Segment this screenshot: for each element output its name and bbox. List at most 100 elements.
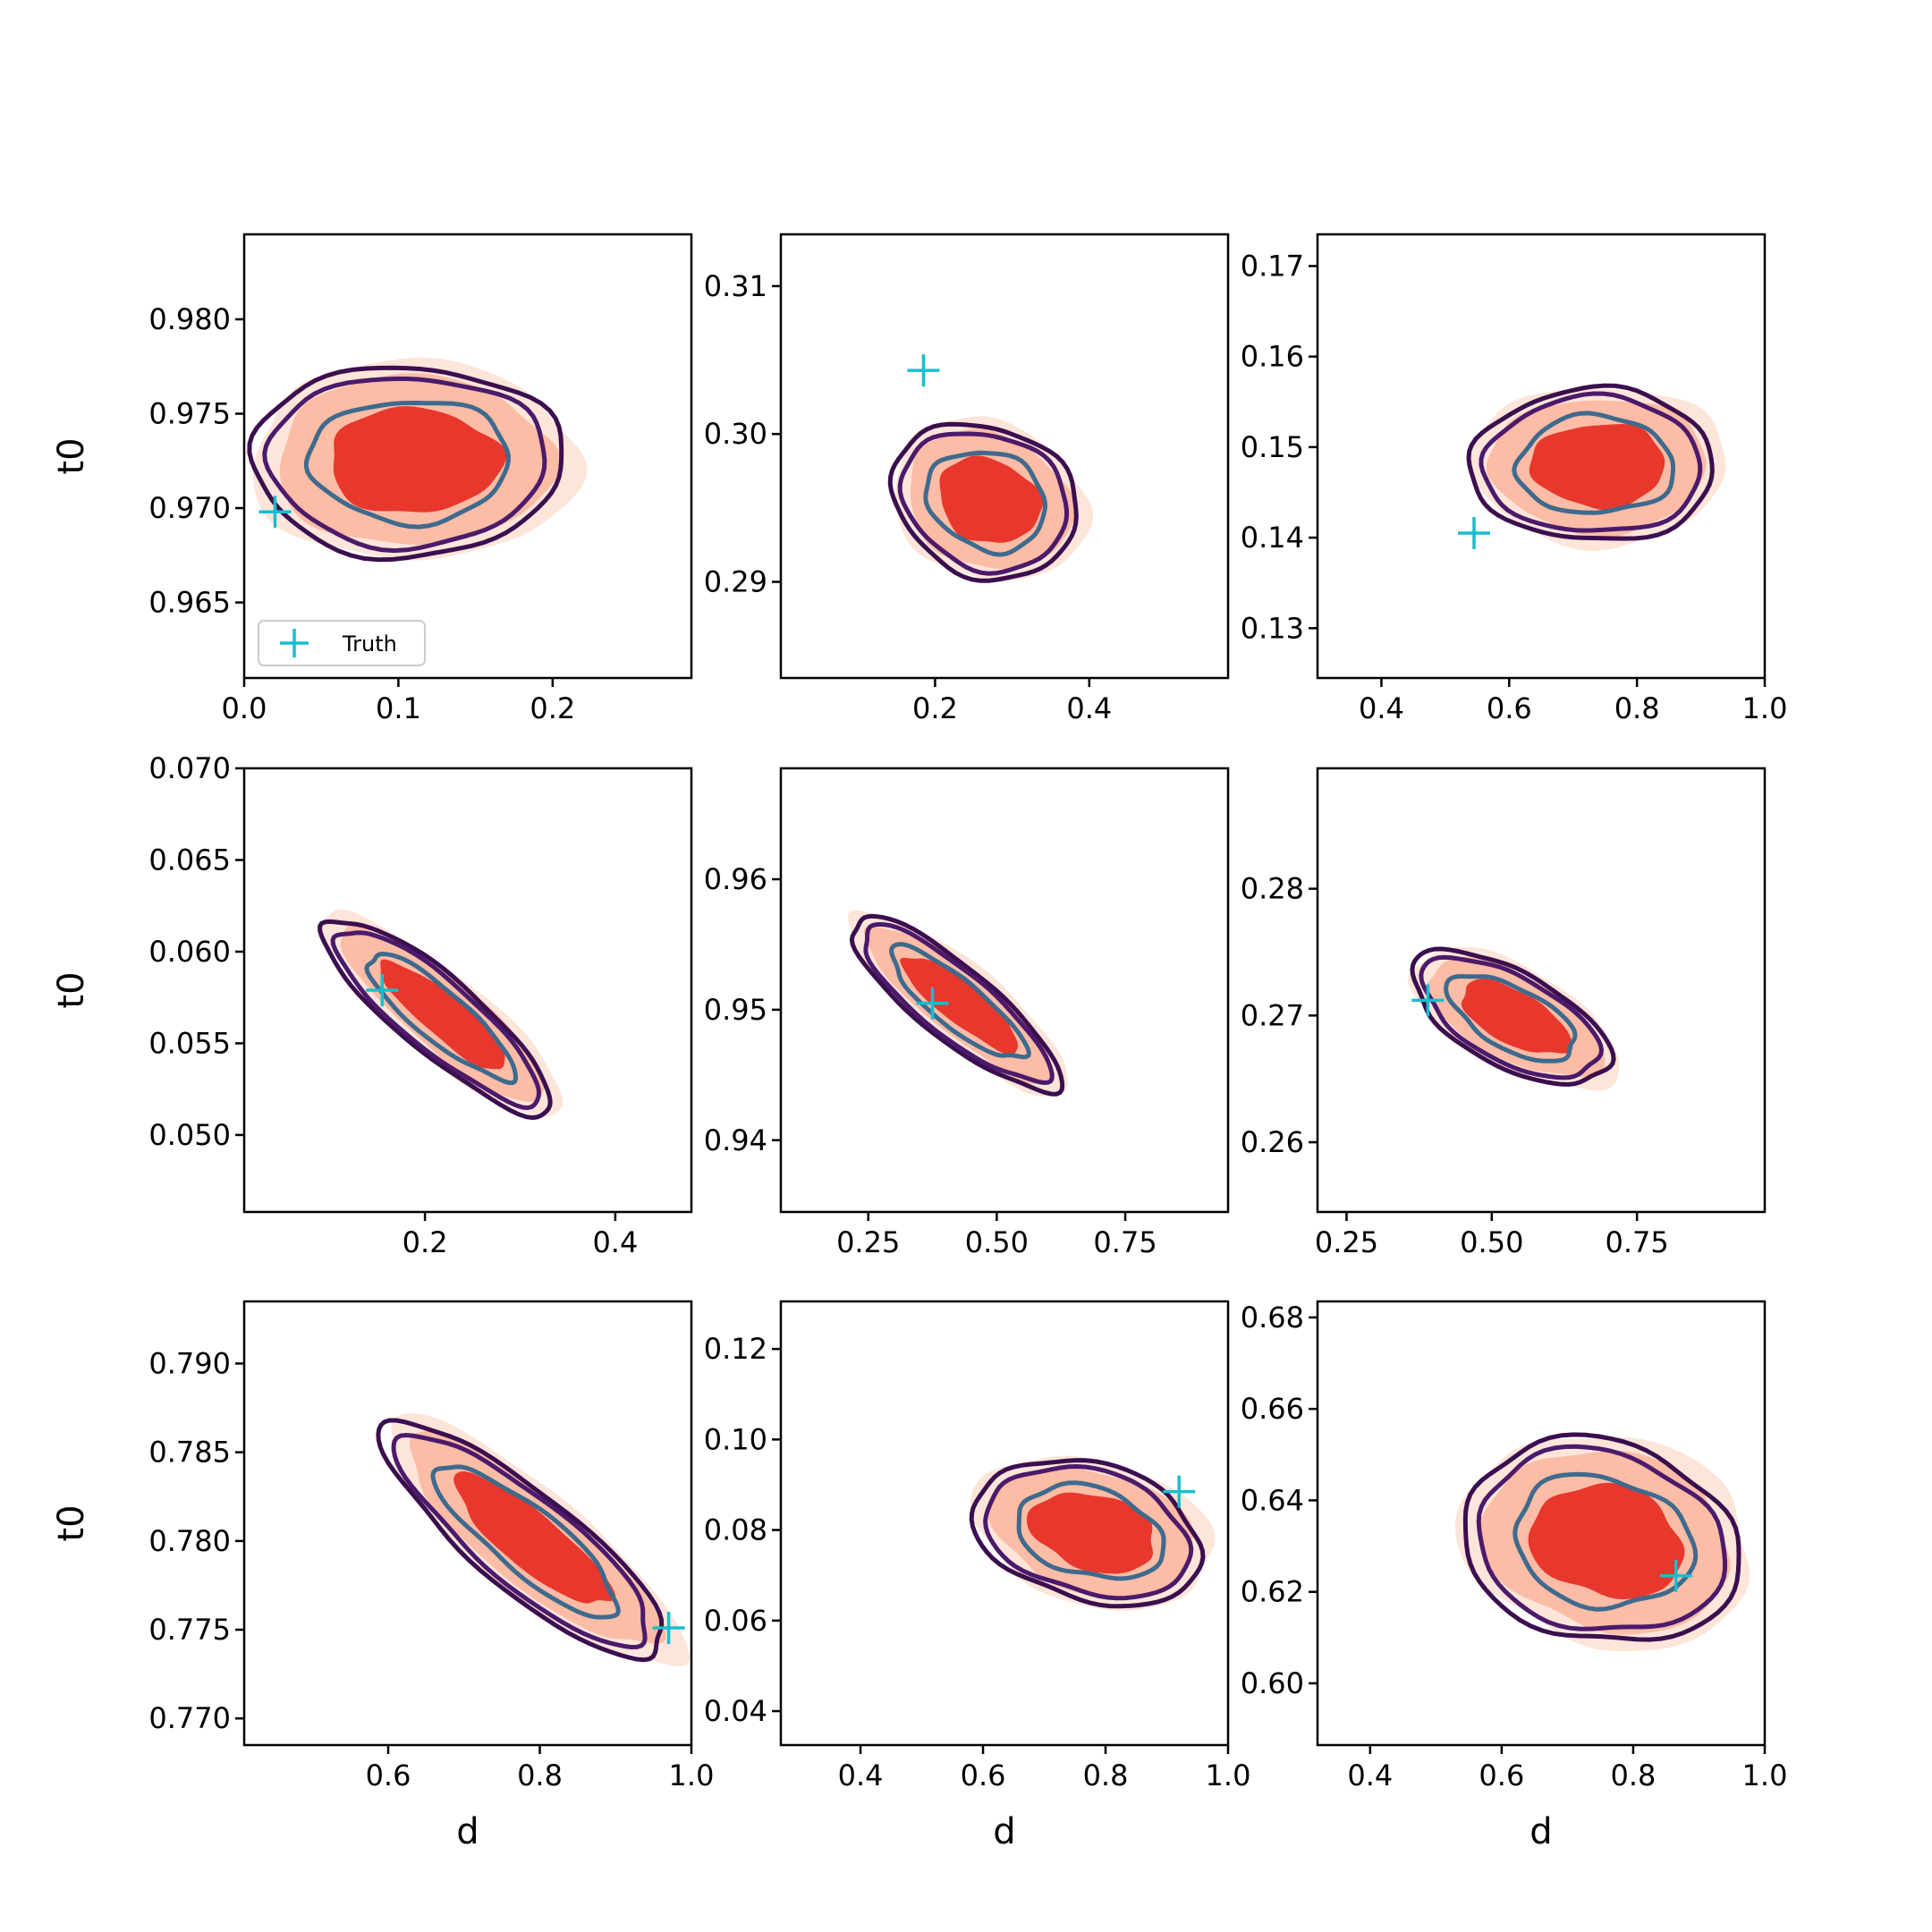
y-tick-label: 0.790 [148,1346,231,1380]
contour-mid [863,921,1055,1086]
y-tick-label: 0.065 [148,843,231,877]
x-tick-label: 1.0 [1206,1758,1251,1792]
x-tick-label: 0.2 [912,691,958,725]
panel-r3c3: 0.4 0.6 0.8 1.0 0.60 0.62 0.64 0.66 0.68 d [1241,1300,1787,1852]
y-tick-label: 0.96 [704,862,767,896]
posterior-fill-inner [380,959,505,1070]
legend-truth-marker [280,629,309,657]
y-axis-label: t0 [51,437,92,474]
contour-outer [1466,383,1715,541]
x-tick-label: 0.0 [222,691,267,725]
x-tick-label: 0.8 [1610,1758,1656,1792]
y-tick-label: 0.08 [704,1513,767,1547]
contour-outer [376,1418,665,1663]
x-tick-label: 0.8 [1614,691,1660,725]
contour-mid [1479,391,1703,533]
panel-plot-area [887,416,1093,583]
x-tick-label: 0.50 [1460,1225,1523,1259]
panel-r2c2: 0.25 0.50 0.75 0.94 0.95 0.96 [704,767,1230,1259]
panel-frame [1316,233,1767,680]
legend-label: Truth [342,631,397,657]
x-tick-label: 0.2 [530,691,575,725]
panel-frame [1316,767,1767,1214]
posterior-fill-inner [1027,1492,1153,1574]
x-axis-label: d [1530,1811,1552,1852]
y-tick-label: 0.62 [1241,1575,1304,1609]
panel-r1c2: 0.2 0.4 0.29 0.30 0.31 [704,233,1230,725]
y-tick-label: 0.14 [1241,521,1304,555]
x-tick-label: 0.2 [402,1225,448,1259]
truth-marker [1659,1559,1692,1592]
x-tick-label: 0.4 [592,1225,638,1259]
panel-r3c1: 0.6 0.8 1.0 0.770 0.775 0.780 0.785 0.790 t0 d [51,1300,714,1852]
truth-marker [652,1612,685,1645]
contour-outer [1462,1432,1741,1642]
y-tick-label: 0.29 [704,565,767,599]
contour-inner [923,450,1048,557]
posterior-fill-inner [1529,424,1665,511]
contour-outer [887,421,1079,583]
contour-inner [1513,1471,1699,1612]
panel-frame [779,767,1230,1214]
y-tick-label: 0.27 [1241,998,1304,1032]
x-tick-label: 0.6 [1479,1758,1524,1792]
y-tick-label: 0.780 [148,1524,231,1558]
legend: Truth [258,620,426,666]
y-axis-label: t0 [51,1504,92,1541]
y-tick-label: 0.04 [704,1694,767,1728]
y-tick-label: 0.775 [148,1613,231,1647]
panel-frame [779,233,1230,680]
panel-r3c2: 0.4 0.6 0.8 1.0 0.04 0.06 0.08 0.10 0.12 d [704,1300,1251,1852]
posterior-fill-inner [900,957,1019,1055]
panel-plot-area [848,910,1068,1097]
y-tick-label: 0.050 [148,1118,231,1152]
y-tick-label: 0.30 [704,417,767,451]
y-tick-label: 0.64 [1241,1483,1304,1517]
contour-mid [897,431,1070,576]
panel-plot-area [1407,946,1620,1091]
y-tick-label: 0.060 [148,935,231,969]
y-tick-label: 0.970 [148,491,231,525]
panel-plot-area [1454,1432,1750,1652]
panel-r2c1: 0.2 0.4 0.050 0.055 0.060 0.065 0.070 t0 [51,751,693,1259]
x-tick-label: 1.0 [1742,691,1788,725]
y-tick-label: 0.13 [1241,611,1304,645]
contour-outer [969,1458,1206,1609]
panel-r2c3: 0.25 0.50 0.75 0.26 0.27 0.28 [1241,767,1767,1259]
y-tick-label: 0.60 [1241,1666,1304,1700]
truth-marker [1163,1475,1196,1508]
panel-plot-area [1466,383,1726,551]
posterior-fill-inner [939,455,1044,543]
y-tick-label: 0.31 [704,269,767,303]
x-tick-label: 0.4 [1347,1758,1393,1792]
y-tick-label: 0.965 [148,586,231,620]
contour-mid [262,377,547,554]
contour-outer [849,913,1065,1097]
panel-frame [242,1300,693,1747]
truth-marker [907,354,940,387]
contour-mid [391,1432,648,1650]
truth-marker [366,974,399,1006]
y-tick-label: 0.070 [148,751,231,785]
y-tick-label: 0.66 [1241,1392,1304,1426]
contour-mid [1476,1444,1727,1631]
y-tick-label: 0.28 [1241,872,1304,906]
panel-frame [242,767,693,1214]
truth-marker [1458,517,1490,550]
panel-r1c1: 0.0 0.1 0.2 0.965 0.970 0.975 0.980 t0 Truth [51,233,693,725]
contour-mid [1419,954,1605,1080]
panel-frame [1316,1300,1767,1747]
posterior-fill-inner [1528,1482,1685,1599]
posterior-fill-inner [453,1471,616,1604]
x-tick-label: 0.8 [1083,1758,1129,1792]
x-tick-label: 0.25 [836,1225,900,1259]
x-tick-label: 0.1 [376,691,421,725]
y-tick-label: 0.26 [1241,1125,1304,1159]
y-axis-label: t0 [51,971,92,1008]
legend-box [258,620,426,666]
contour-inner [1444,973,1578,1063]
x-tick-label: 0.50 [965,1225,1029,1259]
panel-plot-area [969,1455,1216,1611]
panel-plot-area [376,1413,690,1667]
